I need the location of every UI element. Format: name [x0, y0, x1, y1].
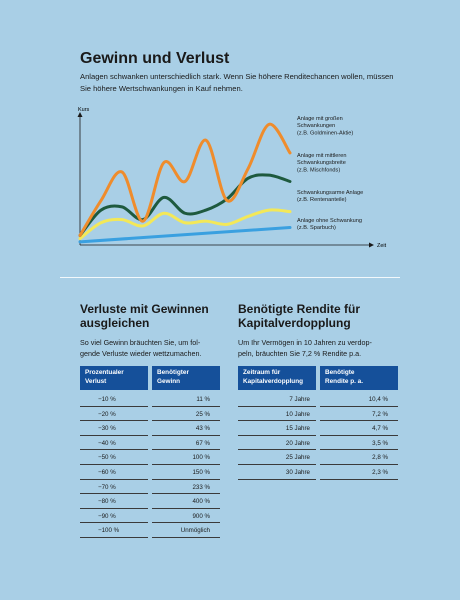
table-cell-col2: 11 %	[152, 393, 220, 407]
table-cell-col2: 233 %	[152, 481, 220, 495]
table-cell-col2: Unmöglich	[152, 524, 220, 538]
table-cell-col1: 15 Jahre	[238, 422, 316, 436]
divider	[60, 277, 400, 278]
legend-label-4: Anlage ohne Schwankung (z.B. Sparbuch)	[297, 218, 362, 231]
table-header-col2: Benötigter Gewinn	[152, 366, 220, 390]
table-cell-col2: 4,7 %	[320, 422, 398, 436]
series-line-4	[78, 226, 292, 244]
table-cell-col1: −30 %	[80, 422, 148, 436]
table-cell-col1: −90 %	[80, 510, 148, 524]
x-axis-label: Zeit	[377, 243, 387, 249]
table-cell-col1: 25 Jahre	[238, 451, 316, 465]
table-cell-col2: 10,4 %	[320, 393, 398, 407]
table-cell-col2: 150 %	[152, 466, 220, 480]
intro-text: Anlagen schwanken unterschiedlich stark.…	[80, 72, 394, 93]
table-cell-col2: 400 %	[152, 495, 220, 509]
table-cell-col2: 900 %	[152, 510, 220, 524]
table-cell-col1: 30 Jahre	[238, 466, 316, 480]
table-cell-col1: −70 %	[80, 481, 148, 495]
left-section-text: So viel Gewinn bräuchten Sie, um fol- ge…	[80, 338, 202, 359]
legend-label-3: Schwankungsarme Anlage (z.B. Rentenanteil…	[297, 190, 363, 203]
right-section-text: Um Ihr Vermögen in 10 Jahren zu verdop- …	[238, 338, 372, 359]
series-line-3	[78, 208, 292, 241]
series-line-1	[78, 122, 292, 237]
legend-label-1: Anlage mit großen Schwankungen (z.B. Goldm…	[297, 116, 353, 136]
table-cell-col1: −10 %	[80, 393, 148, 407]
table-cell-col2: 43 %	[152, 422, 220, 436]
table-header-col1: Zeitraum für Kapitalverdopplung	[238, 366, 316, 390]
table-cell-col1: −50 %	[80, 451, 148, 465]
y-axis-arrow	[77, 112, 83, 117]
x-axis-arrow	[369, 242, 374, 248]
table-cell-col1: 20 Jahre	[238, 437, 316, 451]
table-header-col2: Benötigte Rendite p. a.	[320, 366, 398, 390]
table-cell-col1: −80 %	[80, 495, 148, 509]
table-cell-col2: 2,3 %	[320, 466, 398, 480]
y-axis-label: Kurs	[78, 107, 90, 113]
table-header-col1: Prozentualer Verlust	[80, 366, 148, 390]
series-line-2	[78, 173, 292, 237]
table-cell-col2: 100 %	[152, 451, 220, 465]
table-cell-col2: 7,2 %	[320, 408, 398, 422]
legend-label-2: Anlage mit mittleren Schwankungsbreite (z.…	[297, 153, 346, 173]
table-cell-col1: 7 Jahre	[238, 393, 316, 407]
left-section-title: Verluste mit Gewinnen ausgleichen	[80, 302, 209, 331]
line-chart: Kurs Zeit Anlage mit großen Schwankungen (z.…	[77, 107, 387, 249]
right-section-title: Benötigte Rendite für Kapitalverdopplung	[238, 302, 360, 331]
table-cell-col2: 2,8 %	[320, 451, 398, 465]
table-cell-col1: −100 %	[80, 524, 148, 538]
table-cell-col2: 25 %	[152, 408, 220, 422]
table-cell-col2: 3,5 %	[320, 437, 398, 451]
table-cell-col1: −20 %	[80, 408, 148, 422]
table-cell-col1: −60 %	[80, 466, 148, 480]
table-cell-col2: 67 %	[152, 437, 220, 451]
page-title: Gewinn und Verlust	[80, 50, 230, 67]
table-cell-col1: 10 Jahre	[238, 408, 316, 422]
table-cell-col1: −40 %	[80, 437, 148, 451]
